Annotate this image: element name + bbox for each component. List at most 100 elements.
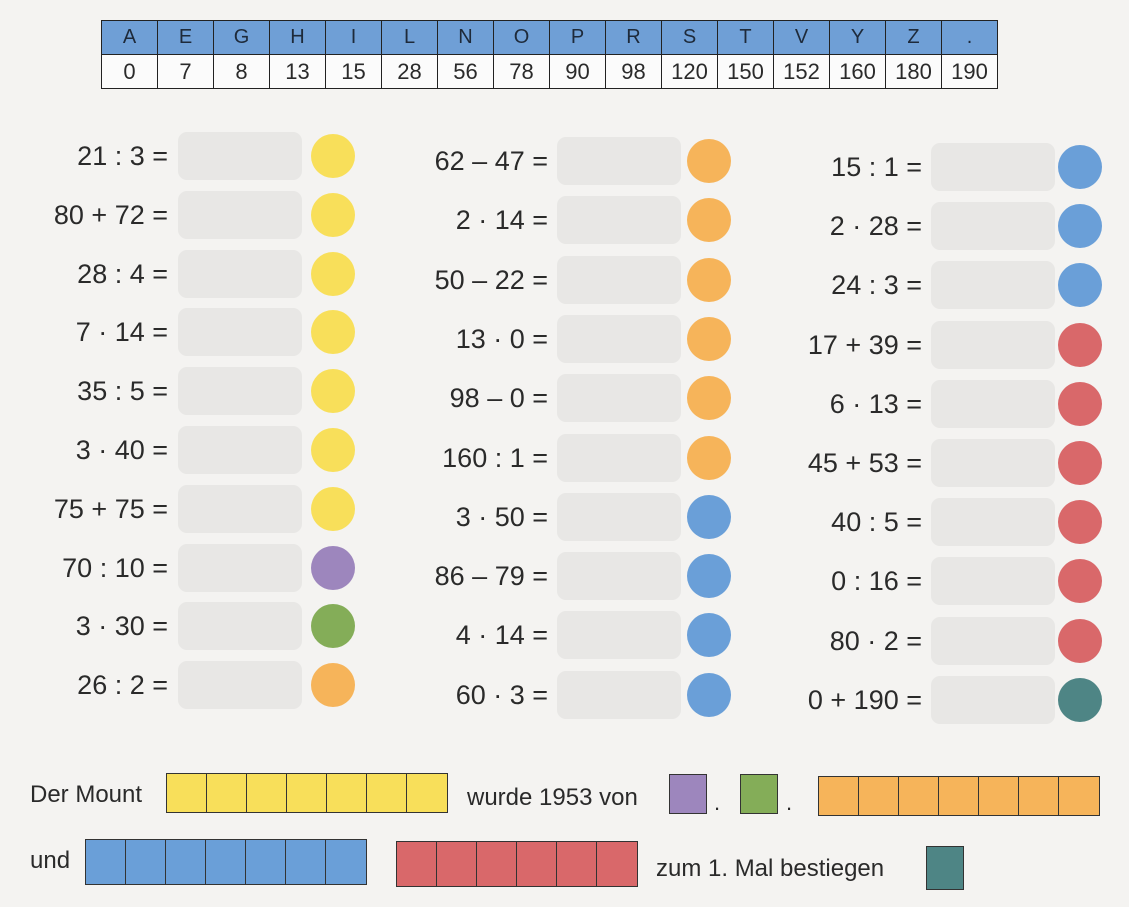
code-letter-cell: T	[717, 20, 774, 55]
color-dot-red	[1058, 500, 1102, 545]
code-number-cell: 8	[213, 54, 270, 89]
color-dot-blue	[1058, 204, 1102, 249]
answer-input-box[interactable]	[178, 602, 302, 651]
separator-dot-1: .	[714, 790, 721, 815]
numbers-row: 0 7 8 13 15 28 56 78 90 98 120 150 152 160 180 190	[101, 54, 998, 89]
answer-input-box[interactable]	[178, 543, 302, 592]
answer-input-box[interactable]	[931, 616, 1055, 665]
answer-input-box[interactable]	[931, 143, 1055, 191]
color-dot-blue	[1058, 263, 1102, 308]
answer-input-box[interactable]	[557, 374, 681, 423]
answer-input-box[interactable]	[931, 439, 1055, 487]
answer-input-box[interactable]	[931, 498, 1055, 547]
code-letter-cell: S	[661, 20, 718, 55]
answer-input-box[interactable]	[557, 433, 681, 482]
code-number-cell: 90	[549, 54, 606, 89]
equation-text: 45 + 53 =	[807, 448, 922, 478]
equation-text: 50 – 22 =	[434, 264, 548, 295]
code-number-cell: 28	[381, 54, 438, 89]
sentence-part-der-mount: Der Mount	[30, 781, 143, 808]
equation-text: 2 · 28 =	[829, 211, 922, 242]
equation-text: 62 – 47 =	[434, 146, 548, 176]
sentence-part-und: und	[30, 847, 71, 874]
answer-input-box[interactable]	[557, 552, 681, 601]
code-number-cell: 78	[493, 54, 550, 89]
equation-text: 3 · 30 =	[75, 611, 168, 642]
sentence-part-wurde: wurde 1953 von	[467, 784, 638, 811]
color-dot-yellow	[311, 428, 355, 472]
code-letter-cell: N	[437, 20, 494, 55]
color-dot-yellow	[311, 192, 355, 237]
code-letter-cell: V	[773, 20, 830, 55]
answer-input-box[interactable]	[178, 308, 302, 357]
separator-dot-2: .	[786, 790, 793, 815]
color-dot-orange	[687, 139, 731, 183]
answer-input-box[interactable]	[557, 611, 681, 660]
equation-text: 60 · 3 =	[455, 679, 548, 710]
equation-text: 3 · 50 =	[455, 501, 548, 532]
code-letter-cell: I	[325, 20, 382, 55]
color-dot-blue	[687, 554, 731, 599]
answer-input-box[interactable]	[178, 132, 302, 180]
answer-input-box[interactable]	[557, 196, 681, 245]
answer-input-box[interactable]	[178, 190, 302, 239]
color-dot-blue	[687, 494, 731, 539]
code-number-cell: 98	[605, 54, 662, 89]
code-number-cell: 56	[437, 54, 494, 89]
answer-input-box[interactable]	[931, 202, 1055, 251]
answer-cells-yellow[interactable]	[166, 773, 448, 813]
answer-cell-teal[interactable]	[926, 846, 964, 890]
code-number-cell: 150	[717, 54, 774, 89]
equation-text: 160 : 1 =	[442, 442, 548, 473]
code-letter-cell: A	[101, 20, 158, 55]
color-dot-teal	[1058, 677, 1102, 722]
answer-input-box[interactable]	[557, 137, 681, 185]
color-dot-orange	[687, 257, 731, 302]
answer-input-box[interactable]	[931, 379, 1055, 428]
equation-text: 28 : 4 =	[77, 258, 168, 289]
answer-input-box[interactable]	[931, 320, 1055, 369]
answer-input-box[interactable]	[931, 557, 1055, 606]
equation-text: 0 + 190 =	[807, 684, 922, 715]
color-dot-red	[1058, 441, 1102, 485]
answer-input-box[interactable]	[557, 314, 681, 363]
answer-cell-purple[interactable]	[669, 774, 707, 814]
color-dot-blue	[687, 613, 731, 658]
equation-text: 0 : 16 =	[831, 566, 922, 597]
answer-input-box[interactable]	[178, 426, 302, 474]
equation-text: 24 : 3 =	[831, 270, 922, 301]
color-dot-orange	[687, 198, 731, 243]
color-dot-orange	[687, 435, 731, 480]
color-dot-yellow	[311, 251, 355, 296]
code-number-cell: 152	[773, 54, 830, 89]
answer-input-box[interactable]	[178, 484, 302, 533]
answer-input-box[interactable]	[557, 492, 681, 541]
code-letter-cell: O	[493, 20, 550, 55]
answer-input-box[interactable]	[178, 661, 302, 710]
answer-input-box[interactable]	[557, 670, 681, 719]
answer-cells-orange[interactable]	[818, 776, 1100, 816]
color-dot-orange	[687, 316, 731, 361]
answer-input-box[interactable]	[931, 675, 1055, 724]
code-letter-cell: R	[605, 20, 662, 55]
answer-input-box[interactable]	[557, 255, 681, 304]
color-dot-orange	[311, 663, 355, 708]
answer-input-box[interactable]	[931, 261, 1055, 310]
answer-cell-green[interactable]	[740, 774, 778, 814]
equation-text: 15 : 1 =	[831, 152, 922, 182]
answer-input-box[interactable]	[178, 367, 302, 416]
answer-input-box[interactable]	[178, 249, 302, 298]
answer-cells-red[interactable]	[396, 841, 638, 887]
equation-text: 40 : 5 =	[831, 507, 922, 538]
answer-cells-blue[interactable]	[85, 839, 367, 885]
equation-text: 6 · 13 =	[829, 388, 922, 419]
color-dot-blue	[687, 672, 731, 717]
color-dot-yellow	[311, 486, 355, 531]
equation-text: 26 : 2 =	[77, 670, 168, 701]
equation-text: 2 · 14 =	[455, 205, 548, 236]
equation-text: 80 · 2 =	[829, 625, 922, 656]
color-dot-red	[1058, 618, 1102, 663]
code-letter-cell: Z	[885, 20, 942, 55]
